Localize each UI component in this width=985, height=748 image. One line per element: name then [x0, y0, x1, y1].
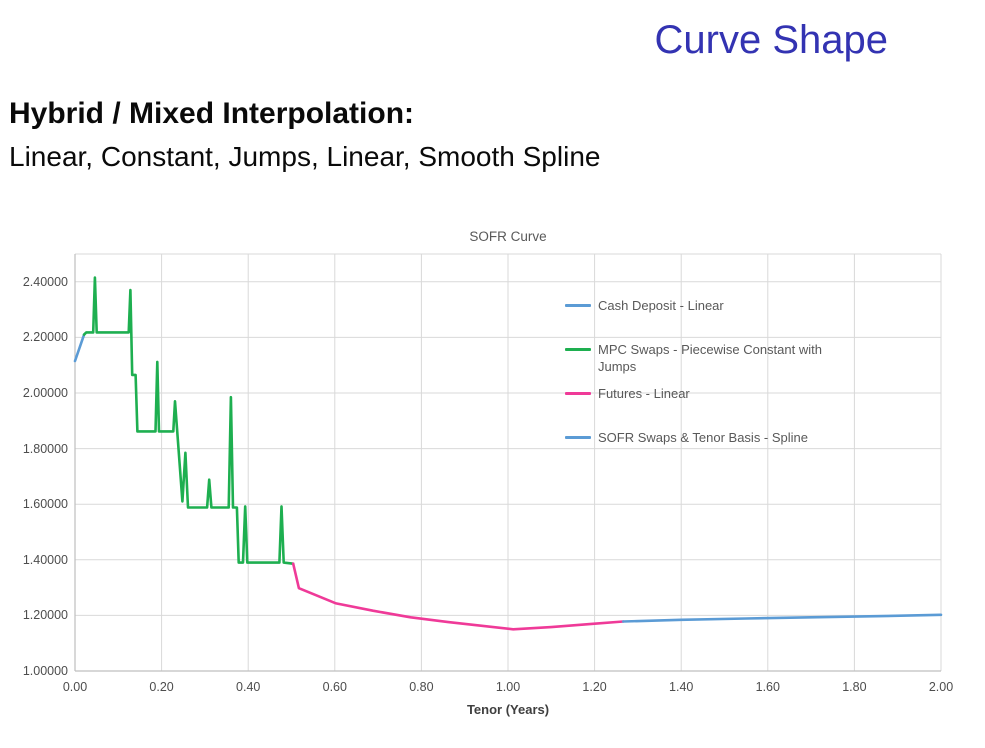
slide-heading: Hybrid / Mixed Interpolation:	[9, 97, 415, 130]
legend-label: Cash Deposit - Linear	[598, 298, 724, 313]
x-tick-label: 1.80	[842, 680, 867, 694]
slide-title: Curve Shape	[654, 18, 888, 62]
x-tick-label: 2.00	[928, 680, 954, 694]
legend-line-sample-icon	[565, 436, 591, 439]
legend-label: Futures - Linear	[598, 386, 690, 401]
x-tick-label: 0.20	[149, 680, 174, 694]
cash-deposit-linear-series-line	[73, 333, 86, 363]
legend-item: SOFR Swaps & Tenor Basis - Spline	[565, 429, 808, 446]
x-tick-label: 0.40	[236, 680, 261, 694]
y-tick-label: 1.60000	[22, 497, 68, 512]
y-tick-label: 1.00000	[22, 664, 68, 678]
legend-label: MPC Swaps - Piecewise Constant with Jump…	[598, 342, 822, 374]
sofr-curve-chart: SOFR Curve 1.00000 1.20000 1.40000 1.60000 1…	[10, 225, 955, 730]
legend-label: SOFR Swaps & Tenor Basis - Spline	[598, 430, 809, 445]
y-tick-label: 2.00000	[22, 386, 68, 400]
x-tick-label: 0.00	[62, 680, 88, 694]
x-tick-label: 1.20	[582, 680, 607, 694]
legend-item: Cash Deposit - Linear	[565, 297, 724, 314]
slide-subheading: Linear, Constant, Jumps, Linear, Smooth …	[9, 141, 601, 172]
legend-item: MPC Swaps - Piecewise Constant with Jump…	[565, 341, 846, 375]
x-tick-label: 1.40	[669, 680, 694, 694]
legend-line-sample-icon	[565, 304, 591, 307]
y-tick-label: 1.20000	[22, 608, 68, 623]
y-tick-label: 1.80000	[22, 441, 68, 456]
x-axis-title: Tenor (Years)	[466, 702, 550, 717]
x-tick-label: 1.60	[755, 680, 780, 694]
legend-line-sample-icon	[565, 392, 591, 395]
y-tick-label: 1.40000	[22, 552, 68, 567]
y-tick-label: 2.20000	[22, 330, 68, 345]
x-tick-label: 0.80	[409, 680, 434, 694]
futures-linear-series-line	[291, 562, 625, 631]
legend-line-sample-icon	[565, 348, 591, 351]
legend-item: Futures - Linear	[565, 385, 690, 402]
x-tick-label: 1.00	[495, 680, 521, 694]
mpc-swaps-piecewise-constant-with-jumps-series-line	[82, 276, 295, 566]
y-tick-label: 2.40000	[22, 274, 68, 289]
chart-title: SOFR Curve	[469, 229, 547, 244]
x-tick-label: 0.60	[322, 680, 347, 694]
sofr-swaps-tenor-basis-spline-series-line	[621, 613, 943, 623]
plot-area	[73, 253, 943, 672]
